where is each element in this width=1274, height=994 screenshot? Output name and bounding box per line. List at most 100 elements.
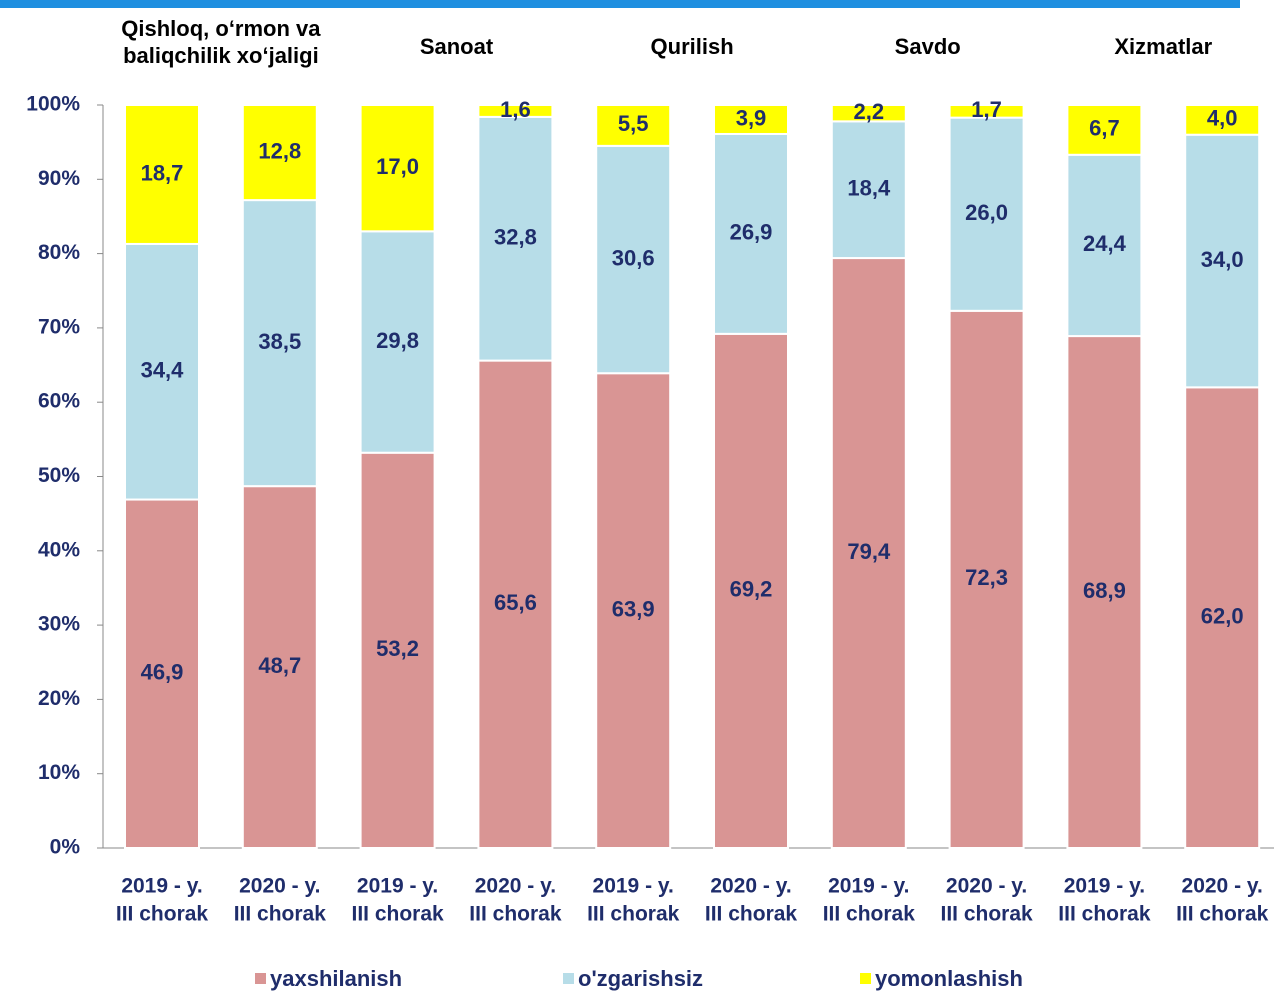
- y-tick-label: 10%: [38, 761, 80, 784]
- bar-segment: [477, 104, 554, 118]
- bar-segment: [241, 485, 318, 849]
- x-tick-label: 2019 - y.: [828, 875, 909, 898]
- x-tick-label: 2020 - y.: [946, 875, 1027, 898]
- bar-segment: [359, 451, 436, 849]
- x-tick-label: III chorak: [823, 903, 916, 926]
- y-tick-label: 60%: [38, 390, 80, 413]
- group-label: Qishloq, o‘rmon va: [121, 16, 321, 41]
- data-label: 63,9: [612, 596, 655, 621]
- bar-segment: [1066, 104, 1143, 156]
- group-label: Savdo: [895, 34, 961, 59]
- data-label: 18,4: [847, 176, 891, 201]
- group-label: baliqchilik xo‘jaligi: [123, 43, 319, 68]
- x-tick-label: III chorak: [469, 903, 562, 926]
- bar-segment: [713, 104, 789, 135]
- y-tick-label: 90%: [38, 167, 80, 190]
- y-tick-label: 100%: [26, 93, 80, 116]
- x-tick-label: 2019 - y.: [357, 875, 438, 898]
- x-tick-label: III chorak: [116, 903, 209, 926]
- x-tick-label: III chorak: [1176, 903, 1269, 926]
- bar-segment: [1184, 386, 1261, 849]
- bar-segment: [124, 104, 200, 245]
- bar-segment: [1066, 335, 1143, 849]
- data-label: 1,6: [500, 97, 531, 122]
- legend-label: yaxshilanish: [270, 966, 402, 991]
- data-label: 17,0: [376, 154, 419, 179]
- bar-segment: [830, 104, 907, 123]
- bar-segment: [241, 199, 318, 488]
- data-label: 12,8: [258, 138, 301, 163]
- x-tick-label: 2019 - y.: [121, 875, 202, 898]
- x-tick-label: III chorak: [587, 903, 680, 926]
- x-tick-label: 2019 - y.: [593, 875, 674, 898]
- x-tick-label: 2020 - y.: [1182, 875, 1263, 898]
- data-label: 24,4: [1083, 231, 1127, 256]
- data-label: 3,9: [736, 105, 767, 130]
- x-tick-label: III chorak: [351, 903, 444, 926]
- data-label: 34,0: [1201, 247, 1244, 272]
- bar-segment: [595, 372, 672, 849]
- y-tick-label: 80%: [38, 241, 80, 264]
- bar-segment: [713, 332, 789, 849]
- bar-segment: [1184, 133, 1261, 389]
- group-label: Qurilish: [651, 34, 734, 59]
- group-label: Xizmatlar: [1114, 34, 1212, 59]
- data-label: 29,8: [376, 328, 419, 353]
- data-label: 32,8: [494, 225, 537, 250]
- bar-segment: [359, 104, 436, 233]
- data-label: 68,9: [1083, 578, 1126, 603]
- group-label: Sanoat: [420, 34, 494, 59]
- data-label: 1,7: [971, 97, 1002, 122]
- y-tick-label: 20%: [38, 687, 80, 710]
- data-label: 26,0: [965, 200, 1008, 225]
- x-tick-label: 2020 - y.: [239, 875, 320, 898]
- data-label: 34,4: [141, 358, 185, 383]
- x-tick-label: III chorak: [234, 903, 327, 926]
- bar-segment: [830, 257, 907, 850]
- data-label: 69,2: [730, 577, 773, 602]
- bar-segment: [830, 120, 907, 260]
- data-label: 2,2: [854, 99, 885, 124]
- bar-segment: [124, 498, 200, 849]
- bar-segment: [1066, 153, 1143, 338]
- y-tick-label: 70%: [38, 315, 80, 338]
- data-label: 79,4: [847, 539, 891, 564]
- y-tick-label: 40%: [38, 538, 80, 561]
- data-label: 65,6: [494, 590, 537, 615]
- x-tick-label: 2019 - y.: [1064, 875, 1145, 898]
- bar-segment: [948, 104, 1025, 119]
- legend-swatch: [860, 973, 871, 984]
- data-label: 5,5: [618, 111, 649, 136]
- bar-segment: [124, 242, 200, 501]
- x-tick-label: III chorak: [705, 903, 798, 926]
- data-label: 30,6: [612, 245, 655, 270]
- data-label: 6,7: [1089, 116, 1120, 141]
- data-label: 72,3: [965, 565, 1008, 590]
- data-label: 48,7: [258, 653, 301, 678]
- x-tick-label: 2020 - y.: [475, 875, 556, 898]
- legend-swatch: [563, 973, 574, 984]
- top-band: [0, 0, 1240, 8]
- x-tick-label: 2020 - y.: [710, 875, 791, 898]
- x-tick-label: III chorak: [940, 903, 1033, 926]
- legend-label: yomonlashish: [875, 966, 1023, 991]
- bar-segment: [595, 144, 672, 375]
- data-label: 18,7: [141, 160, 184, 185]
- legend-swatch: [255, 973, 266, 984]
- bar-segment: [1184, 104, 1261, 136]
- bar-segment: [948, 116, 1025, 312]
- data-label: 26,9: [730, 220, 773, 245]
- bar-segment: [948, 309, 1025, 850]
- data-label: 62,0: [1201, 603, 1244, 628]
- bar-segment: [477, 359, 554, 849]
- x-tick-label: III chorak: [1058, 903, 1151, 926]
- data-label: 38,5: [258, 329, 301, 354]
- y-tick-label: 50%: [38, 464, 80, 487]
- bar-segment: [359, 230, 436, 454]
- data-label: 46,9: [141, 660, 184, 685]
- y-tick-label: 0%: [50, 836, 81, 859]
- data-label: 53,2: [376, 636, 419, 661]
- legend-label: o'zgarishsiz: [578, 966, 703, 991]
- data-label: 4,0: [1207, 106, 1238, 131]
